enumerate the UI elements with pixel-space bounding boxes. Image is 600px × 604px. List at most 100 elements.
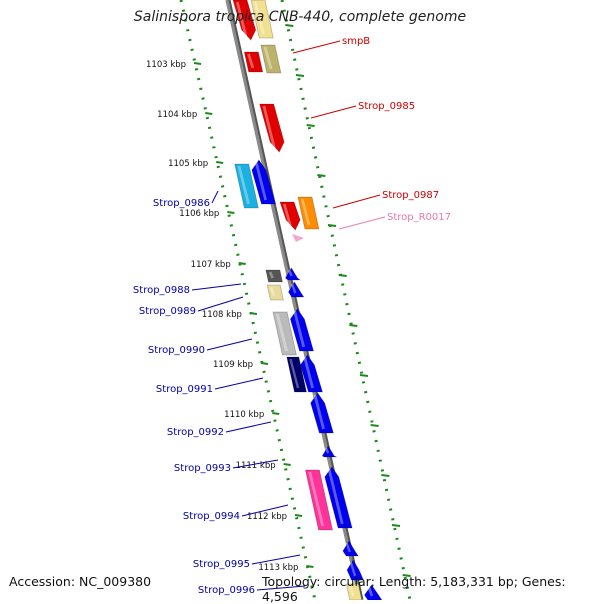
ruler-tick (193, 62, 202, 65)
gene-strop-0995b-shade (349, 561, 357, 577)
forward-gene-label: Strop_0987 (382, 190, 439, 201)
gene-strop-0989-blue-shade (290, 283, 297, 294)
gene-strop-0994-pink (304, 469, 334, 531)
ruler-tick-right (285, 24, 294, 27)
gene-strop-0996-shade (367, 586, 374, 597)
gene-strop-0987-red (279, 201, 301, 231)
forward-gene-label: Strop_R0017 (387, 212, 451, 223)
map-title: Salinispora tropica CNB-440, complete ge… (133, 9, 467, 25)
ruler-tick-label: 1106 kbp (179, 209, 219, 219)
ruler-tick (294, 514, 303, 517)
gene-strop-0986-cyan-shade (237, 165, 250, 205)
gene-strop-0993-shade (324, 447, 330, 454)
gene-forward-top-pale (250, 0, 274, 39)
reverse-leader-line (232, 459, 279, 469)
gene-forward-top (232, 0, 257, 41)
ruler-tick-right (295, 74, 305, 77)
gene-strop-0986 (251, 159, 277, 205)
ruler-tick (216, 161, 224, 164)
reverse-leader-line (206, 338, 253, 351)
reverse-leader-line (211, 190, 219, 204)
gene-strop-0985-shade (262, 105, 276, 149)
gene-smpb-red-shade (247, 53, 255, 69)
ruler-tick-label: 1104 kbp (157, 110, 197, 120)
reverse-leader-line (251, 554, 301, 565)
gene-strop-0987-shade (300, 198, 311, 226)
reverse-leader-line (241, 504, 289, 517)
gene-strop-0992-shade (313, 394, 325, 430)
reverse-leader-line (214, 377, 264, 390)
reverse-gene-label: Strop_0992 (167, 427, 224, 438)
ruler-tick (272, 412, 280, 415)
ruler-tick (283, 463, 291, 466)
reverse-gene-label: Strop_0994 (183, 511, 240, 522)
ruler-tick-right (370, 424, 379, 427)
ruler-tick-right (338, 274, 347, 277)
gene-strop-0994-pink-shade (308, 471, 325, 527)
ruler-tick-right (349, 324, 358, 327)
ruler-tick-label: 1105 kbp (168, 159, 208, 169)
reverse-gene-label: Strop_0990 (148, 345, 205, 356)
gene-strop-0988-shade (268, 271, 274, 279)
reverse-leader-line (256, 585, 306, 591)
ruler-tick-right (306, 124, 315, 127)
gene-strop-0986-shade (254, 161, 268, 201)
ruler-tick-right (327, 224, 337, 227)
gene-strop-0990 (289, 308, 315, 352)
reverse-leader-line (197, 296, 244, 312)
gene-strop-0992 (310, 392, 334, 434)
gene-strop-0995b (346, 559, 365, 581)
gene-strop-0989-blue (288, 281, 305, 298)
gene-strop-0995 (342, 540, 359, 557)
ruler-tick-label: 1110 kbp (224, 410, 264, 420)
ruler-tick-label: 1109 kbp (213, 360, 253, 370)
gene-strop-0995-shade (345, 542, 351, 553)
gene-strop-0989 (266, 284, 284, 301)
ruler-tick-label: 1103 kbp (146, 60, 186, 70)
reverse-gene-label: Strop_0996 (198, 585, 255, 596)
reverse-leader-line (191, 283, 242, 291)
reverse-gene-label: Strop_0986 (153, 198, 210, 209)
gene-strop-0990-grey (272, 311, 297, 356)
ruler-tick-label: 1108 kbp (202, 310, 242, 320)
gene-strop-r0017 (292, 234, 304, 242)
forward-leader-line (338, 216, 386, 230)
gene-strop-0993 (321, 445, 337, 458)
gene-strop-0985 (259, 103, 285, 153)
ruler-tick-label: 1107 kbp (191, 260, 231, 270)
reverse-gene-label: Strop_0989 (139, 306, 196, 317)
gene-strop-0990-grey-shade (275, 313, 288, 352)
gene-strop-0996-pale-shade (348, 585, 355, 597)
reverse-gene-label: Strop_0988 (133, 285, 190, 296)
gene-strop-0994 (324, 466, 353, 529)
ruler-tick-right (402, 574, 411, 577)
gene-smpb (260, 44, 282, 74)
gene-strop-0991-navy-shade (289, 358, 300, 389)
gene-strop-0988 (265, 269, 283, 283)
ruler-tick (260, 362, 269, 365)
gene-strop-0994-shade (327, 468, 344, 525)
reverse-gene-label: Strop_0995 (193, 559, 250, 570)
ruler-tick-right (317, 174, 326, 177)
ruler-tick-right (381, 474, 390, 477)
gene-strop-0987 (297, 196, 320, 230)
gene-strop-0988-blue-shade (287, 269, 293, 277)
ruler-tick (238, 262, 246, 265)
forward-leader-line (292, 40, 341, 54)
gene-smpb-red (243, 51, 264, 73)
gene-strop-0988-blue (284, 267, 302, 281)
ruler-tick (205, 112, 213, 115)
forward-gene-label: smpB (342, 36, 370, 47)
gene-strop-0986-cyan (234, 163, 259, 209)
ruler-tick (227, 211, 235, 214)
ruler-tick-label: 1111 kbp (236, 461, 276, 471)
gene-strop-0990-shade (293, 310, 306, 348)
gene-forward-top-shade (235, 1, 248, 37)
forward-gene-label: Strop_0985 (358, 101, 415, 112)
reverse-leader-line (225, 421, 272, 433)
gene-smpb-shade (263, 46, 273, 70)
gene-strop-0987-red-shade (282, 203, 292, 227)
ruler-tick (249, 312, 258, 315)
